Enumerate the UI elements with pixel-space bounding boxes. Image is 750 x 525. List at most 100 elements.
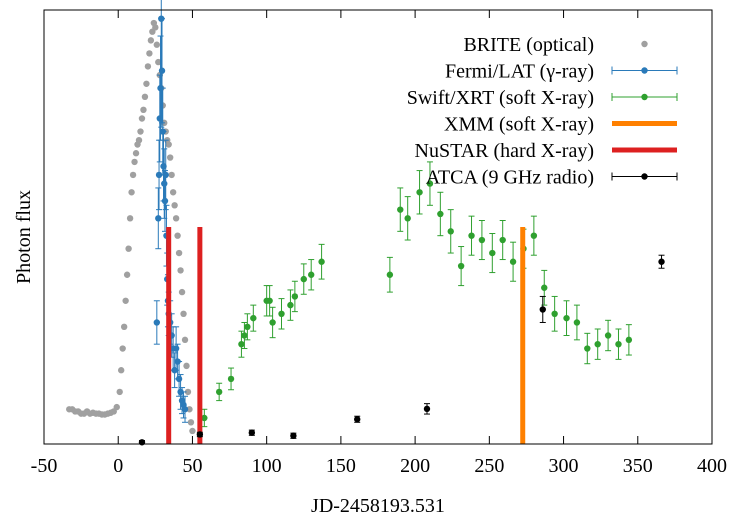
data-point bbox=[227, 375, 235, 383]
data-point bbox=[132, 150, 140, 157]
data-point bbox=[437, 210, 444, 218]
legend-item: BRITE (optical) bbox=[463, 34, 648, 56]
legend-item: Swift/XRT (soft X-ray) bbox=[407, 87, 678, 109]
data-point bbox=[158, 67, 166, 74]
data-point bbox=[152, 24, 159, 31]
data-point bbox=[183, 362, 190, 370]
data-point bbox=[300, 275, 307, 283]
data-point bbox=[604, 332, 612, 339]
data-point bbox=[153, 41, 161, 48]
data-point bbox=[287, 301, 294, 309]
data-point bbox=[308, 271, 315, 278]
x-tick-label: 250 bbox=[474, 455, 504, 477]
data-point bbox=[120, 323, 128, 331]
data-point bbox=[248, 429, 256, 436]
data-point bbox=[426, 180, 434, 187]
data-point bbox=[509, 258, 517, 265]
legend-label: Fermi/LAT (γ-ray) bbox=[445, 61, 594, 83]
data-point bbox=[128, 189, 135, 196]
data-point bbox=[172, 215, 180, 222]
data-point bbox=[290, 432, 297, 439]
data-point bbox=[551, 310, 558, 317]
data-point bbox=[658, 258, 665, 265]
data-point bbox=[625, 336, 633, 344]
data-point bbox=[180, 310, 187, 317]
series-nustar bbox=[166, 227, 203, 444]
legend-label: XMM (soft X-ray) bbox=[444, 114, 594, 136]
data-point bbox=[141, 93, 149, 101]
data-point bbox=[447, 228, 454, 235]
data-point bbox=[423, 405, 431, 413]
legend-item: Fermi/LAT (γ-ray) bbox=[445, 61, 678, 83]
data-point bbox=[386, 271, 394, 278]
data-point bbox=[155, 58, 162, 66]
data-point bbox=[137, 128, 144, 135]
x-axis-label: JD-2458193.531 bbox=[311, 495, 445, 517]
data-point bbox=[172, 345, 180, 352]
data-point bbox=[615, 340, 622, 348]
data-point bbox=[416, 189, 423, 196]
legend-marker bbox=[641, 93, 648, 101]
data-point bbox=[238, 340, 245, 348]
data-point bbox=[266, 297, 273, 304]
data-point bbox=[168, 171, 175, 179]
data-point bbox=[215, 388, 223, 396]
data-point bbox=[153, 319, 161, 326]
legend-label: NuSTAR (hard X-ray) bbox=[415, 140, 594, 162]
data-point bbox=[573, 319, 581, 326]
data-point bbox=[489, 249, 496, 257]
data-point bbox=[187, 419, 195, 426]
x-tick-label: -50 bbox=[31, 455, 58, 477]
data-point bbox=[181, 406, 189, 413]
data-point bbox=[129, 171, 137, 179]
x-tick-label: 200 bbox=[400, 455, 430, 477]
series-brite bbox=[66, 19, 196, 435]
data-point bbox=[161, 180, 168, 187]
data-point bbox=[166, 154, 174, 161]
data-point bbox=[140, 106, 147, 114]
data-point bbox=[584, 345, 591, 352]
data-point bbox=[354, 416, 361, 423]
plot-frame bbox=[43, 9, 713, 445]
data-point bbox=[184, 388, 192, 396]
data-point bbox=[171, 202, 178, 209]
data-point bbox=[169, 189, 177, 196]
data-point bbox=[404, 215, 411, 222]
data-point bbox=[541, 284, 548, 291]
data-point bbox=[563, 314, 570, 322]
data-point bbox=[116, 388, 123, 396]
data-point bbox=[397, 206, 404, 213]
data-point bbox=[189, 427, 196, 435]
legend-marker bbox=[641, 173, 648, 180]
x-tick-label: 300 bbox=[549, 455, 579, 477]
data-point bbox=[160, 163, 167, 170]
data-point bbox=[539, 306, 546, 313]
data-point bbox=[178, 288, 186, 296]
data-point bbox=[138, 115, 146, 122]
data-point bbox=[291, 293, 299, 300]
legend-marker bbox=[641, 67, 648, 74]
data-point bbox=[122, 297, 129, 304]
legend-item: NuSTAR (hard X-ray) bbox=[415, 140, 677, 162]
x-tick-label: 0 bbox=[113, 455, 123, 477]
data-point bbox=[135, 137, 143, 144]
data-point bbox=[131, 158, 138, 166]
x-tick-label: 400 bbox=[697, 455, 727, 477]
data-point bbox=[241, 332, 248, 339]
x-tick-label: 50 bbox=[182, 455, 202, 477]
data-point bbox=[123, 271, 131, 278]
data-point bbox=[113, 403, 120, 411]
data-point bbox=[478, 236, 486, 244]
data-point bbox=[146, 50, 153, 57]
y-axis-label: Photon flux bbox=[13, 190, 35, 284]
legend: BRITE (optical) Fermi/LAT (γ-ray) Swift/XR… bbox=[407, 34, 678, 189]
data-point bbox=[175, 249, 183, 257]
data-point bbox=[119, 345, 126, 352]
data-point bbox=[278, 310, 285, 317]
data-point bbox=[175, 375, 183, 383]
data-point bbox=[126, 215, 134, 222]
legend-item: XMM (soft X-ray) bbox=[444, 114, 677, 136]
data-point bbox=[177, 267, 184, 274]
data-point bbox=[499, 236, 506, 244]
